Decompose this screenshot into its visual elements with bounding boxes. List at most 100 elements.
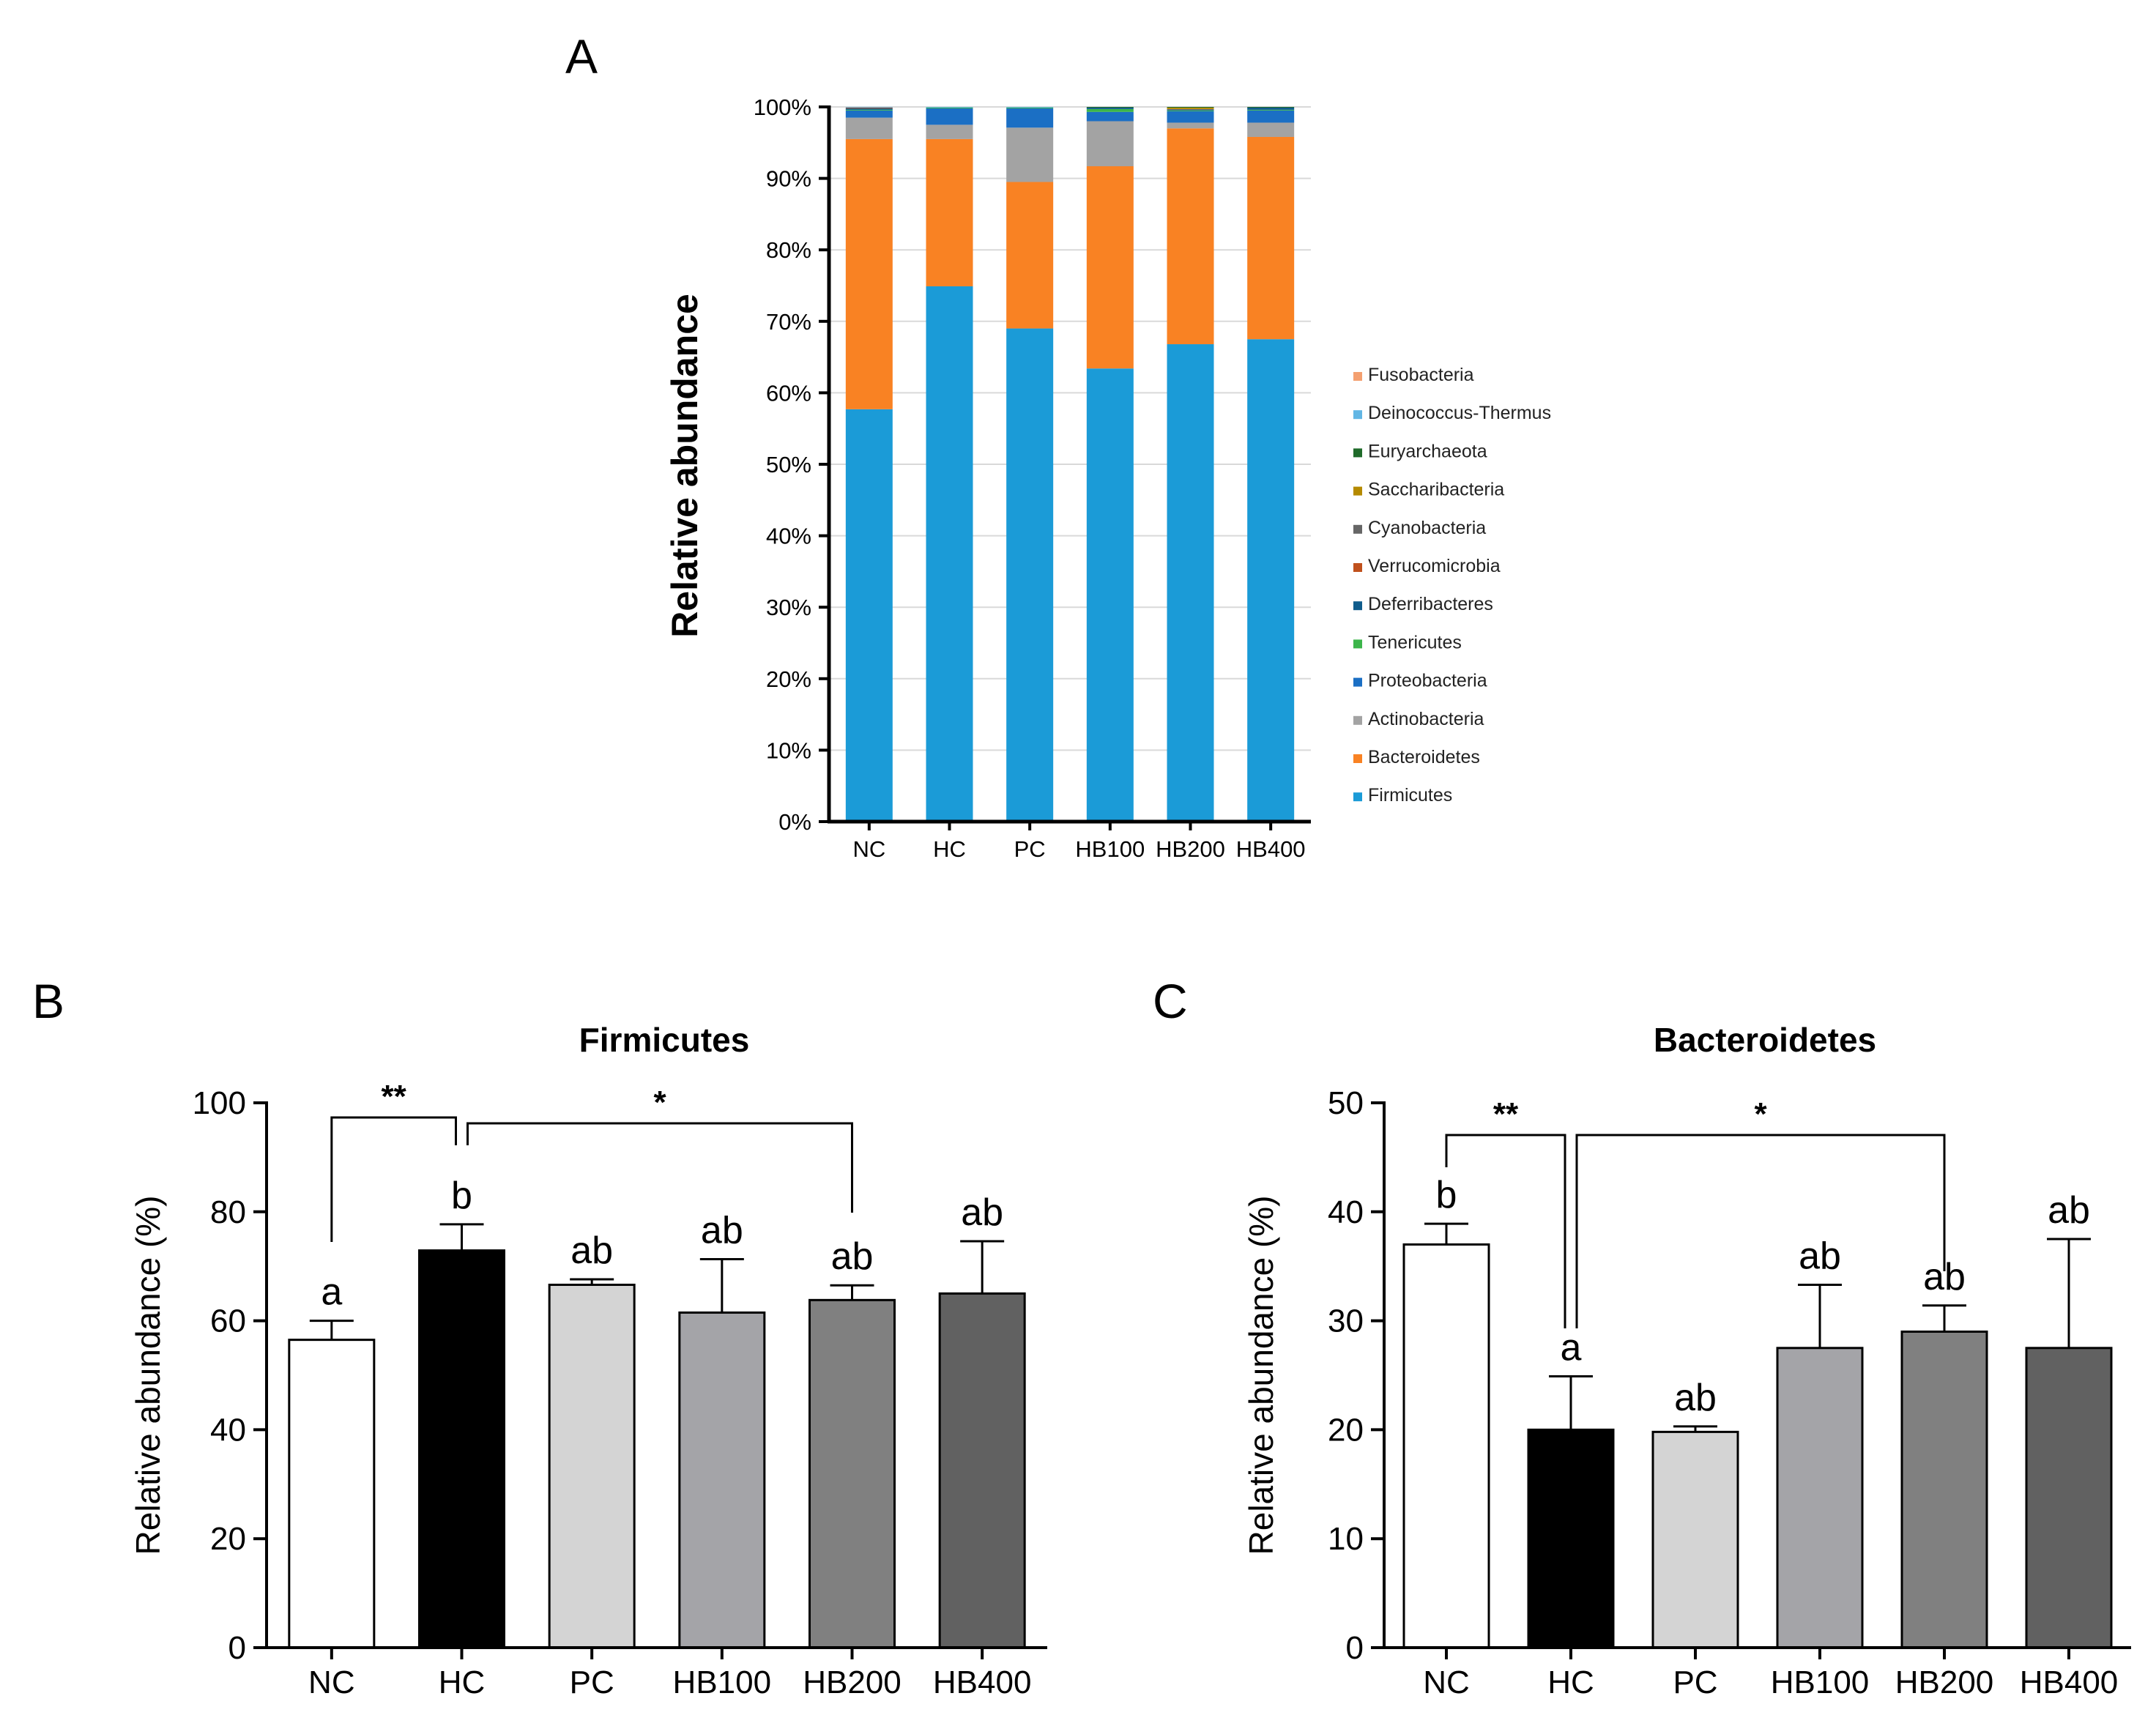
- a-x-tick-label: HC: [933, 836, 966, 862]
- panel-letter-a: A: [565, 29, 598, 83]
- b-significance-label: *: [653, 1085, 666, 1120]
- a-y-tick-label: 90%: [766, 166, 811, 192]
- c-x-tick-label: HB400: [2020, 1664, 2119, 1700]
- c-bar: [1776, 1347, 1864, 1649]
- c-bar: [1900, 1330, 1988, 1649]
- b-bar: [938, 1292, 1026, 1649]
- a-y-tick-label: 20%: [766, 666, 811, 692]
- a-legend-swatch: [1353, 563, 1362, 572]
- a-legend-label: Deinococcus-Thermus: [1368, 403, 1551, 423]
- c-group-letter: b: [1436, 1174, 1457, 1216]
- c-group-letter: ab: [1799, 1235, 1841, 1277]
- b-significance-label: **: [382, 1079, 407, 1115]
- c-bar: [1651, 1430, 1739, 1649]
- a-bar-segment: [1006, 182, 1054, 329]
- a-x-tick-label: HB400: [1236, 836, 1306, 862]
- a-legend-label: Fusobacteria: [1368, 365, 1474, 385]
- a-bar-segment: [1167, 128, 1214, 345]
- a-bar-segment: [845, 110, 893, 118]
- c-x-tick-label: PC: [1673, 1664, 1717, 1700]
- b-y-tick-label: 60: [210, 1303, 246, 1339]
- a-bar-segment: [845, 138, 893, 409]
- a-bar-segment: [1006, 108, 1054, 128]
- b-bar: [418, 1249, 505, 1649]
- a-legend-swatch: [1353, 524, 1362, 534]
- a-legend-swatch: [1353, 792, 1362, 802]
- a-y-tick-label: 100%: [754, 94, 811, 120]
- b-y-tick-label: 100: [193, 1085, 246, 1121]
- c-bar: [1402, 1243, 1490, 1649]
- a-bar-segment: [1086, 107, 1134, 108]
- a-x-tick-label: HB200: [1156, 836, 1225, 862]
- a-legend-swatch: [1353, 677, 1362, 687]
- a-legend-label: Tenericutes: [1368, 632, 1462, 652]
- panel-letter-c: C: [1153, 974, 1188, 1028]
- b-x-tick-label: PC: [570, 1664, 614, 1700]
- c-y-tick-label: 20: [1328, 1412, 1364, 1448]
- a-bar-segment: [1167, 108, 1214, 110]
- c-bar: [1527, 1428, 1615, 1649]
- a-legend-swatch: [1353, 448, 1362, 458]
- a-bar-segment: [1086, 111, 1134, 122]
- b-x-tick-label: HC: [439, 1664, 486, 1700]
- c-significance-bracket: [1575, 1134, 1946, 1328]
- a-x-tick-label: PC: [1014, 836, 1046, 862]
- a-legend-swatch: [1353, 639, 1362, 649]
- b-group-letter: b: [451, 1175, 472, 1217]
- a-bar-segment: [1167, 122, 1214, 129]
- c-group-letter: a: [1561, 1326, 1582, 1369]
- a-bar-segment: [1167, 111, 1214, 123]
- a-legend-label: Euryarchaeota: [1368, 441, 1487, 461]
- b-bar: [678, 1311, 766, 1649]
- b-x-tick-label: HB200: [803, 1664, 902, 1700]
- b-significance-bracket: [330, 1116, 457, 1242]
- c-x-tick-label: HB200: [1895, 1664, 1994, 1700]
- c-significance-bracket: [1445, 1134, 1566, 1328]
- c-group-letter: ab: [1674, 1377, 1717, 1419]
- b-y-tick-label: 20: [210, 1521, 246, 1557]
- a-bar-segment: [926, 107, 973, 108]
- b-bar: [288, 1339, 376, 1649]
- a-legend-label: Proteobacteria: [1368, 671, 1487, 691]
- a-x-tick-label: HB100: [1075, 836, 1145, 862]
- a-bar-segment: [1006, 127, 1054, 182]
- c-y-tick-label: 0: [1346, 1630, 1364, 1666]
- a-bar-segment: [1006, 107, 1054, 108]
- c-title: Bacteroidetes: [1654, 1021, 1876, 1059]
- a-bar-segment: [1167, 107, 1214, 109]
- a-y-tick-label: 10%: [766, 737, 811, 763]
- panel-a-stacked-chart: 0% 10% 20% 30% 40% 50% 60% 70% 80% 90% 100% NC HC PC H…: [664, 94, 1551, 862]
- a-legend-label: Actinobacteria: [1368, 709, 1484, 729]
- a-bar-segment: [1086, 368, 1134, 822]
- a-bar-segment: [1167, 109, 1214, 111]
- a-legend-swatch: [1353, 486, 1362, 496]
- a-bar-segment: [845, 107, 893, 108]
- a-bar-segment: [1086, 107, 1134, 109]
- a-bar-segment: [1167, 344, 1214, 822]
- a-bar-segment: [845, 108, 893, 110]
- a-bar-segment: [1247, 107, 1295, 110]
- c-significance-label: *: [1754, 1096, 1767, 1132]
- a-y-tick-label: 0%: [778, 809, 811, 835]
- a-legend-label: Bacteroidetes: [1368, 747, 1480, 767]
- b-group-letter: ab: [701, 1210, 743, 1252]
- b-group-letter: ab: [831, 1235, 874, 1278]
- b-bar: [808, 1298, 896, 1649]
- a-bar-segment: [926, 138, 973, 286]
- a-y-tick-label: 70%: [766, 309, 811, 335]
- a-bar-segment: [926, 108, 973, 125]
- a-bar-segment: [1247, 109, 1295, 111]
- a-bar-segment: [1086, 108, 1134, 112]
- a-x-tick-label: NC: [852, 836, 885, 862]
- a-y-tick-label: 40%: [766, 524, 811, 549]
- a-bar-segment: [1247, 122, 1295, 137]
- a-bar-segment: [845, 409, 893, 822]
- b-group-letter: ab: [570, 1230, 613, 1272]
- b-bar: [548, 1283, 636, 1649]
- c-y-tick-label: 50: [1328, 1085, 1364, 1121]
- c-y-tick-label: 30: [1328, 1303, 1364, 1339]
- b-y-axis-title: Relative abundance (%): [129, 1196, 167, 1555]
- a-bar-segment: [926, 286, 973, 822]
- c-x-tick-label: NC: [1423, 1664, 1470, 1700]
- a-legend-label: Saccharibacteria: [1368, 480, 1504, 500]
